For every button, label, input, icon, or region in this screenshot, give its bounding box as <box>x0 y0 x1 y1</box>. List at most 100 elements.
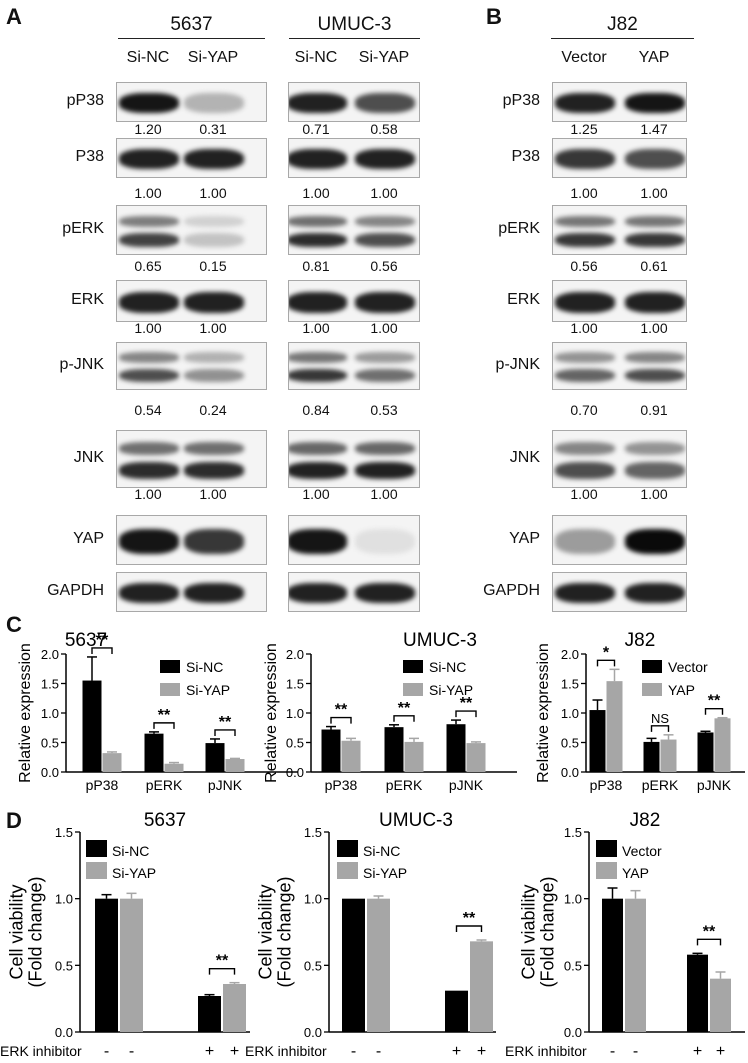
blot-band <box>625 215 685 227</box>
treatment-sign: - <box>104 1043 109 1060</box>
blot-protein-label: ERK <box>71 291 104 308</box>
blot-strip <box>116 572 267 612</box>
band-quantification-value: 0.70 <box>570 402 598 418</box>
blot-band <box>625 462 685 479</box>
blot-strip <box>116 82 267 122</box>
y-tick-label: 2.0 <box>286 647 304 662</box>
blot-band <box>289 352 347 363</box>
blot-strip <box>288 430 420 488</box>
blot-band <box>119 368 179 383</box>
blot-band <box>355 93 415 113</box>
blot-band <box>184 233 244 247</box>
legend-label: Si-NC <box>429 659 466 675</box>
blot-strip <box>116 515 267 565</box>
blot-strip <box>288 205 420 255</box>
blot-strip <box>288 515 420 565</box>
legend-swatch <box>86 862 107 879</box>
blot-protein-label: p-JNK <box>495 356 540 373</box>
significance-label: ** <box>708 693 721 710</box>
significance-label: ** <box>216 953 229 970</box>
blot-band <box>119 149 179 169</box>
bar <box>164 763 184 772</box>
blot-strip <box>552 138 687 178</box>
treatment-sign: + <box>716 1043 725 1060</box>
y-axis-label: Cell viability <box>519 884 539 979</box>
significance-bracket <box>393 715 415 722</box>
bar <box>120 898 143 1032</box>
legend-swatch <box>642 660 662 673</box>
y-axis-label: Relative expression <box>535 643 552 783</box>
band-quantification-value: 0.61 <box>640 258 668 274</box>
blot-band <box>184 368 244 383</box>
blot-band <box>555 233 615 247</box>
blot-strip <box>552 205 687 255</box>
band-quantification-value: 1.00 <box>134 185 162 201</box>
chart-title: UMUC-3 <box>403 630 477 651</box>
blot-band <box>555 583 615 603</box>
blot-band <box>555 352 615 363</box>
blot-band <box>355 291 415 313</box>
y-tick-label: 0.0 <box>561 765 579 780</box>
blot-protein-label: YAP <box>509 530 540 547</box>
legend-label: Si-YAP <box>112 865 156 881</box>
blot-band <box>625 368 685 383</box>
legend-label: Si-NC <box>186 659 223 675</box>
legend-swatch <box>86 840 107 857</box>
blot-protein-label: JNK <box>509 449 540 466</box>
blot-band <box>289 291 347 313</box>
y-tick-label: 0.0 <box>286 765 304 780</box>
treatment-sign: - <box>610 1043 615 1060</box>
blot-protein-label: pERK <box>62 220 104 237</box>
blot-protein-label: YAP <box>73 530 104 547</box>
band-quantification-value: 1.00 <box>370 320 398 336</box>
blot-band <box>289 368 347 383</box>
blot-band <box>555 93 615 113</box>
significance-bracket <box>704 708 724 715</box>
legend-swatch <box>337 840 358 857</box>
band-quantification-value: 1.00 <box>199 320 227 336</box>
blot-band <box>289 528 347 554</box>
bar <box>404 741 424 772</box>
blot-band <box>119 233 179 247</box>
y-tick-label: 1.5 <box>286 677 304 692</box>
band-quantification-value: 0.54 <box>134 402 162 418</box>
significance-label: ** <box>96 632 109 649</box>
panel-label-b: B <box>486 4 502 29</box>
bar <box>466 743 486 772</box>
y-tick-label: 1.0 <box>564 892 582 907</box>
bar <box>589 710 606 772</box>
treatment-sign: - <box>633 1043 638 1060</box>
y-tick-label: 0.5 <box>564 958 582 973</box>
blot-band <box>355 352 415 363</box>
band-quantification-value: 0.81 <box>302 258 330 274</box>
blot-band <box>625 352 685 363</box>
blot-band <box>289 215 347 227</box>
blot-band <box>184 93 244 113</box>
blot-strip <box>116 205 267 255</box>
band-quantification-value: 0.84 <box>302 402 330 418</box>
significance-bracket <box>91 647 113 654</box>
blot-band <box>289 583 347 603</box>
bar <box>602 898 623 1032</box>
significance-label: ** <box>460 695 473 712</box>
chart-title: 5637 <box>144 810 186 831</box>
blot-strip <box>116 280 267 322</box>
treatment-sign: - <box>129 1043 134 1060</box>
blot-protein-label: GAPDH <box>483 582 540 599</box>
significance-bracket <box>596 659 616 667</box>
bar <box>687 954 708 1032</box>
legend-swatch <box>642 683 662 696</box>
blot-cell-line-title: J82 <box>607 14 638 35</box>
significance-label: NS <box>651 711 669 726</box>
blot-protein-label: pP38 <box>502 92 540 109</box>
bar <box>643 741 660 772</box>
y-tick-label: 2.0 <box>41 647 59 662</box>
band-quantification-value: 0.56 <box>370 258 398 274</box>
blot-header-line <box>118 38 265 39</box>
band-quantification-value: 1.00 <box>640 185 668 201</box>
blot-strip <box>116 342 267 390</box>
blot-band <box>555 368 615 383</box>
panel-label-a: A <box>6 4 22 29</box>
bar <box>367 898 390 1032</box>
bar <box>144 733 164 772</box>
